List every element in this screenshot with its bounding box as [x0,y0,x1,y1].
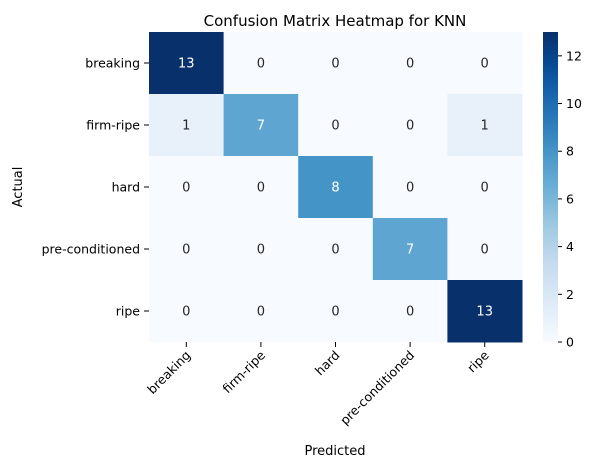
y-axis: breaking firm-ripe hard pre-conditioned ripe [42,56,149,319]
cell-value: 0 [481,181,489,196]
y-tick-label: ripe [116,304,141,319]
cell-value: 0 [406,57,414,72]
heatmap-cell [372,280,448,343]
heatmap-cell [149,280,225,343]
heatmap-cell [372,218,448,281]
cell-value: 0 [257,181,265,196]
cell-value: 0 [182,305,190,320]
x-tick-label: ripe [464,347,492,375]
colorbar-gradient [543,32,558,342]
y-tick-label: hard [112,180,140,195]
x-tick-label: firm-ripe [219,347,268,396]
cell-value: 0 [406,181,414,196]
cell-value: 0 [481,57,489,72]
cell-value: 1 [182,119,190,134]
cell-value: 0 [331,305,339,320]
cell-value: 0 [481,243,489,258]
cell-value: 0 [331,119,339,134]
heatmap-cell [223,218,299,281]
cell-value: 0 [331,243,339,258]
heatmap-cell [149,32,225,95]
heatmap-cell [223,156,299,219]
heatmap-cell [223,94,299,157]
cell-value: 8 [331,181,339,196]
cell-value: 7 [406,243,414,258]
colorbar-tick-label: 0 [566,335,574,350]
colorbar-tick-label: 6 [566,191,574,206]
y-axis-label: Actual [11,167,26,208]
heatmap-cell [149,156,225,219]
colorbar-tick-label: 8 [566,144,574,159]
heatmap-cell [298,32,374,95]
cell-value: 0 [257,305,265,320]
x-tick-label: hard [312,348,343,379]
heatmap-cells [149,32,523,343]
heatmap-cell [447,218,523,281]
heatmap-cell [447,94,523,157]
heatmap-cell [149,218,225,281]
cell-annotations: 13 0 0 0 0 1 7 0 0 1 0 0 8 0 0 0 0 0 7 0 0 0 0 0 13 [178,57,493,320]
colorbar-tick-label: 10 [566,96,582,111]
heatmap-cell [298,156,374,219]
cell-value: 0 [182,243,190,258]
colorbar-tick-label: 4 [566,239,574,254]
y-tick-label: breaking [85,56,140,71]
heatmap-cell [298,218,374,281]
heatmap-cell [447,156,523,219]
y-tick-label: firm-ripe [86,118,140,133]
x-tick-label: pre-conditioned [337,348,417,428]
cell-value: 0 [406,119,414,134]
heatmap-cell [372,94,448,157]
cell-value: 1 [481,119,489,134]
chart-title: Confusion Matrix Heatmap for KNN [204,12,467,30]
cell-value: 13 [178,57,195,72]
heatmap-cell [149,94,225,157]
cell-value: 0 [257,243,265,258]
heatmap-cell [298,94,374,157]
heatmap-cell [298,280,374,343]
heatmap-cell [447,32,523,95]
colorbar: 0 2 4 6 8 10 12 [543,32,582,350]
heatmap-cell [223,32,299,95]
heatmap-cell [447,280,523,343]
cell-value: 7 [257,119,265,134]
cell-value: 13 [476,305,493,320]
heatmap-cell [223,280,299,343]
colorbar-tick-label: 12 [566,48,582,63]
heatmap-cell [372,32,448,95]
cell-value: 0 [182,181,190,196]
cell-value: 0 [257,57,265,72]
x-tick-label: breaking [144,348,193,397]
y-tick-label: pre-conditioned [42,242,140,257]
cell-value: 0 [406,305,414,320]
heatmap-cell [372,156,448,219]
colorbar-tick-label: 2 [566,287,574,302]
x-axis-label: Predicted [304,444,365,459]
cell-value: 0 [331,57,339,72]
